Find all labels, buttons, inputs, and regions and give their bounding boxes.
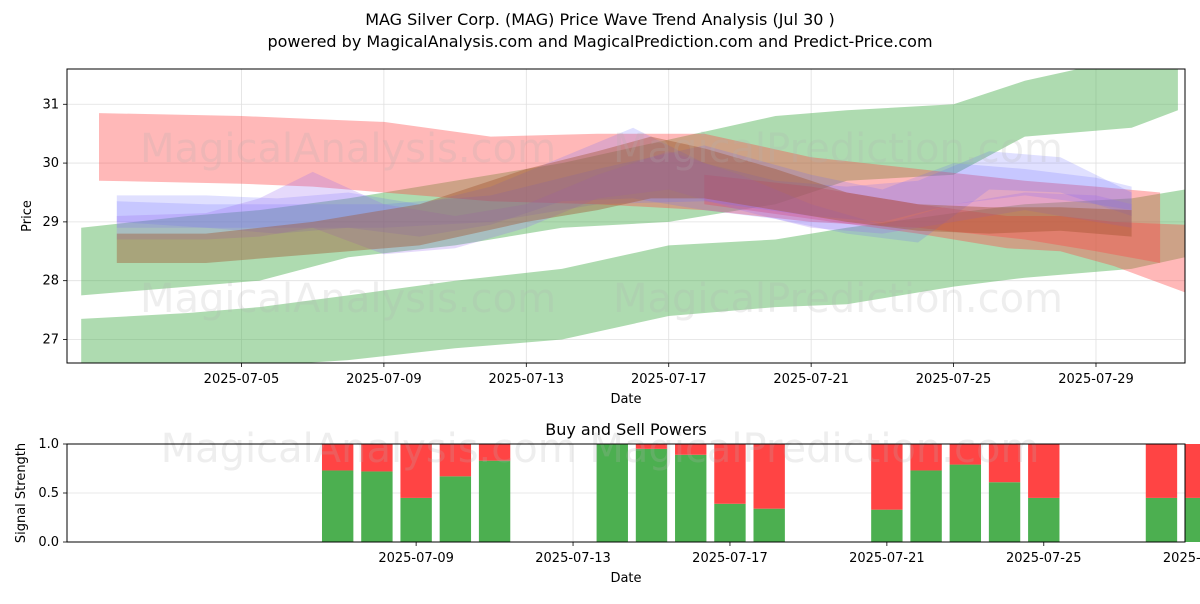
watermark-prediction-mid: MagicalPrediction.com <box>613 276 1063 322</box>
power-y-tick-label: 0.5 <box>38 486 59 501</box>
power-y-tick-label: 1.0 <box>38 437 59 452</box>
price-band-purple <box>116 151 1132 255</box>
price-grid <box>67 69 1185 363</box>
buy-power-bar <box>910 470 942 542</box>
price-x-label: Date <box>610 392 641 407</box>
main-title: MAG Silver Corp. (MAG) Price Wave Trend … <box>365 10 835 29</box>
sell-power-bar <box>478 444 511 461</box>
power-y-label: Signal Strength <box>14 443 29 543</box>
buy-power-bar <box>753 508 785 542</box>
sell-power-bar <box>1145 444 1178 498</box>
sell-power-bar <box>753 444 785 509</box>
sell-power-bar <box>988 444 1021 483</box>
buy-power-bar <box>1145 497 1178 542</box>
power-x-tick-label: 2025-07-29 <box>1163 551 1200 566</box>
price-x-tick-label: 2025-07-21 <box>773 372 849 387</box>
power-x-tick-label: 2025-07-21 <box>849 551 925 566</box>
price-x-tick-label: 2025-07-13 <box>489 372 565 387</box>
buy-power-bar <box>400 497 432 542</box>
buy-power-bar <box>361 471 393 542</box>
price-y-label: Price <box>20 200 35 232</box>
buy-power-bar <box>478 460 511 542</box>
power-x-tick-label: 2025-07-09 <box>378 551 454 566</box>
power-ticks: 2025-07-09 2025-07-13 2025-07-17 2025-07-21… <box>38 437 1200 566</box>
price-y-tick-label: 29 <box>42 215 59 230</box>
price-x-tick-label: 2025-07-09 <box>346 372 422 387</box>
watermark-bottom: MagicalAnalysis.com MagicalPrediction.co… <box>161 426 1040 472</box>
power-y-tick-label: 0.0 <box>38 535 59 550</box>
buy-power-bar <box>871 509 903 542</box>
sell-power-bar <box>1028 444 1060 498</box>
buy-power-bar <box>1028 497 1060 542</box>
buy-power-bar <box>949 464 982 542</box>
price-axes-frame <box>66 68 1186 364</box>
price-band-blue <box>116 127 1132 243</box>
price-y-tick-label: 28 <box>42 274 59 289</box>
buy-power-bar <box>439 476 472 542</box>
price-x-tick-label: 2025-07-05 <box>204 372 280 387</box>
price-band-red <box>704 174 1185 293</box>
price-band-green <box>81 69 1178 296</box>
buy-power-bar <box>635 448 668 542</box>
watermark-analysis-top: MagicalAnalysis.com <box>140 126 556 172</box>
price-x-tick-label: 2025-07-25 <box>916 372 992 387</box>
sell-power-bar <box>871 444 903 510</box>
power-x-tick-label: 2025-07-17 <box>692 551 768 566</box>
power-x-tick-label: 2025-07-25 <box>1006 551 1082 566</box>
sell-power-bar <box>714 444 746 504</box>
price-bands <box>81 69 1185 363</box>
power-x-label: Date <box>610 571 641 586</box>
price-band-red <box>99 113 1161 263</box>
sell-power-bar <box>949 444 982 465</box>
sell-power-bar <box>1185 444 1200 498</box>
buy-power-bar <box>988 482 1021 542</box>
price-band-blue <box>116 145 1132 228</box>
price-y-tick-label: 27 <box>42 332 59 347</box>
sell-power-bar <box>361 444 393 472</box>
price-band-brown <box>116 136 1132 263</box>
power-x-tick-label: 2025-07-13 <box>535 551 611 566</box>
buy-power-bar <box>321 470 354 542</box>
sell-power-bar <box>400 444 432 498</box>
price-ticks: 2025-07-05 2025-07-09 2025-07-13 2025-07-17… <box>42 97 1133 387</box>
sell-power-bar <box>910 444 942 471</box>
buy-power-bar <box>596 444 628 542</box>
power-bars <box>321 444 1200 542</box>
buy-power-bar <box>1185 497 1200 542</box>
sell-power-bar <box>635 444 668 449</box>
main-subtitle: powered by MagicalAnalysis.com and Magic… <box>267 32 932 51</box>
buy-power-bar <box>675 454 707 542</box>
sell-power-bar <box>439 444 472 477</box>
watermark-analysis-mid: MagicalAnalysis.com <box>140 276 556 322</box>
price-x-tick-label: 2025-07-17 <box>631 372 707 387</box>
power-title: Buy and Sell Powers <box>545 420 707 439</box>
price-y-tick-label: 30 <box>42 156 59 171</box>
buy-power-bar <box>714 503 746 542</box>
price-x-tick-label: 2025-07-29 <box>1058 372 1134 387</box>
sell-power-bar <box>675 444 707 455</box>
watermark-prediction-top: MagicalPrediction.com <box>613 126 1063 172</box>
price-y-tick-label: 31 <box>42 97 59 112</box>
price-band-green <box>81 189 1185 363</box>
sell-power-bar <box>321 444 354 471</box>
